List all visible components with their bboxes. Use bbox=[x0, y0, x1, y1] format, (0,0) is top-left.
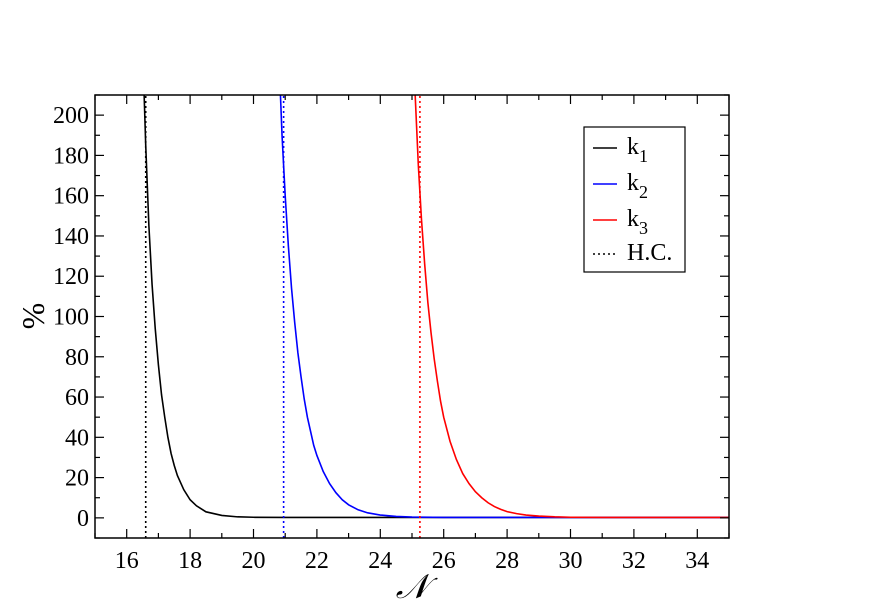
y-axis-ticks: 0 20 40 60 80 100 120 140 160 180 200 bbox=[53, 94, 729, 539]
y-tick-label: 0 bbox=[77, 506, 89, 532]
y-tick-label: 120 bbox=[53, 264, 89, 290]
y-tick-label: 160 bbox=[53, 184, 89, 210]
y-tick-label: 40 bbox=[65, 425, 89, 451]
x-axis-label: 𝒩 bbox=[396, 569, 439, 606]
series-line-0 bbox=[143, 95, 729, 519]
x-axis-ticks: 16 18 20 22 24 26 28 30 32 34 bbox=[94, 95, 730, 574]
x-tick-label: 28 bbox=[495, 548, 519, 574]
legend-label: k3 bbox=[627, 206, 648, 238]
y-tick-label: 100 bbox=[53, 305, 89, 331]
x-tick-label: 16 bbox=[115, 548, 139, 574]
legend-label: H.C. bbox=[627, 240, 672, 266]
series-line-1 bbox=[279, 95, 729, 519]
series-line-2 bbox=[414, 95, 729, 519]
x-tick-label: 20 bbox=[242, 548, 266, 574]
y-axis-label: % bbox=[15, 303, 51, 330]
legend-label: k1 bbox=[627, 134, 648, 166]
x-tick-label: 30 bbox=[559, 548, 583, 574]
y-tick-label: 200 bbox=[53, 103, 89, 129]
legend: k1 k2 k3H.C. bbox=[583, 126, 686, 273]
x-tick-label: 18 bbox=[178, 548, 202, 574]
y-tick-label: 140 bbox=[53, 224, 89, 250]
y-tick-label: 20 bbox=[65, 466, 89, 492]
series-layer bbox=[143, 95, 729, 538]
y-tick-label: 180 bbox=[53, 143, 89, 169]
legend-label: k2 bbox=[627, 170, 648, 202]
x-tick-label: 32 bbox=[622, 548, 646, 574]
x-tick-label: 22 bbox=[305, 548, 329, 574]
x-tick-label: 34 bbox=[685, 548, 709, 574]
x-tick-label: 26 bbox=[432, 548, 456, 574]
legend-box bbox=[583, 126, 686, 273]
y-tick-label: 60 bbox=[65, 385, 89, 411]
y-tick-label: 80 bbox=[65, 345, 89, 371]
x-tick-label: 24 bbox=[368, 548, 392, 574]
